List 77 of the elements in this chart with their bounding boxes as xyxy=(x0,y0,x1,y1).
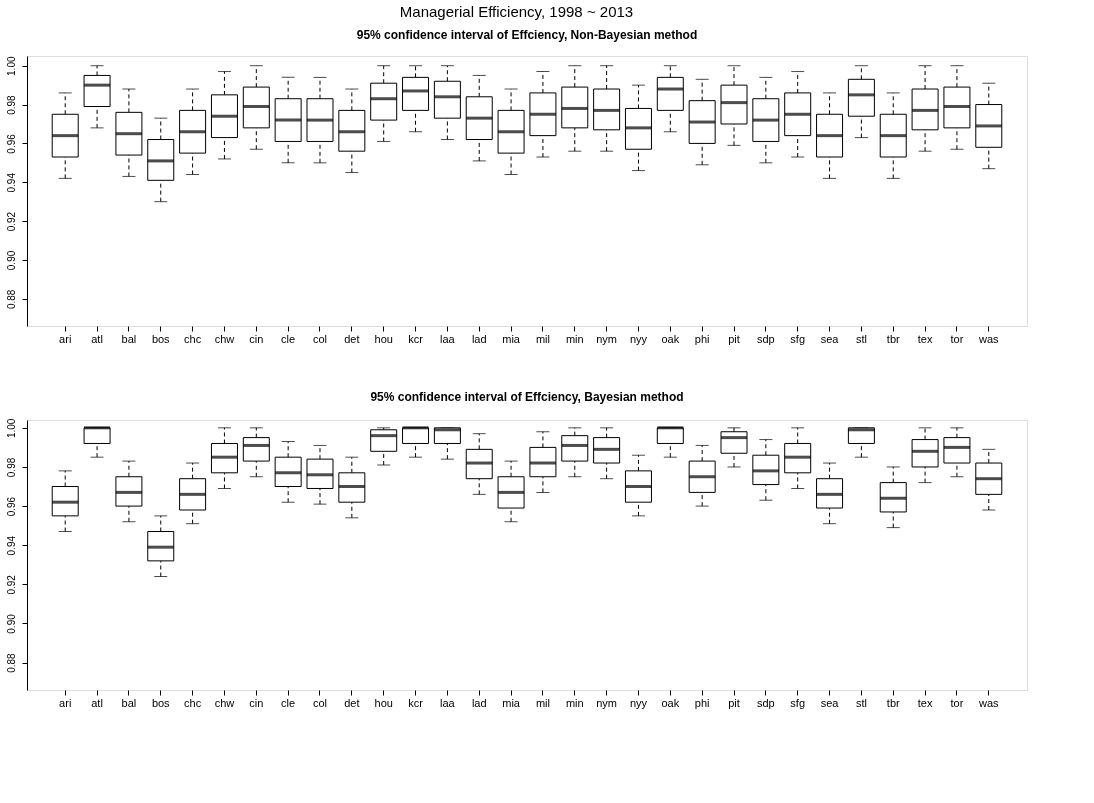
x-tick-label: laa xyxy=(440,696,456,709)
x-tick-label: cin xyxy=(249,696,264,709)
y-tick-label: 1.00 xyxy=(5,56,17,76)
x-tick-label: kcr xyxy=(408,696,424,709)
x-tick-label: ari xyxy=(59,332,72,345)
y-tick-label: 0.94 xyxy=(5,172,17,193)
x-tick-label: hou xyxy=(374,332,393,345)
x-tick-label: mia xyxy=(502,696,521,709)
y-tick-label: 0.94 xyxy=(5,535,17,556)
x-tick-label: atl xyxy=(91,332,103,345)
x-tick-label: lad xyxy=(471,332,487,345)
x-tick-label: sfg xyxy=(790,332,806,345)
x-tick-label: sfg xyxy=(790,696,806,709)
x-tick-label: pit xyxy=(728,696,740,709)
x-tick-label: bos xyxy=(151,332,171,345)
x-tick-label: phi xyxy=(694,696,710,709)
x-tick-label: chc xyxy=(184,696,202,709)
x-tick-label: tex xyxy=(917,696,933,709)
x-tick-label: laa xyxy=(440,332,456,345)
x-tick-label: phi xyxy=(694,332,710,345)
x-tick-label: bal xyxy=(121,332,137,345)
x-tick-label: bal xyxy=(121,696,137,709)
y-tick-label: 1.00 xyxy=(5,418,17,439)
x-tick-label: tbr xyxy=(886,332,900,345)
x-tick-label: chw xyxy=(214,332,235,345)
x-tick-label: min xyxy=(565,332,584,345)
y-tick-label: 0.92 xyxy=(5,211,17,232)
x-tick-label: tbr xyxy=(886,696,900,709)
x-tick-label: nym xyxy=(596,696,618,709)
x-tick-label: chw xyxy=(214,696,235,709)
x-tick-label: mil xyxy=(535,332,550,345)
chart-title: Managerial Efficiency, 1998 ~ 2013 xyxy=(399,3,634,21)
x-tick-label: det xyxy=(344,332,360,345)
x-tick-label: bos xyxy=(151,696,171,709)
x-tick-label: nym xyxy=(596,332,618,345)
x-tick-label: mil xyxy=(535,696,550,709)
x-tick-label: tex xyxy=(917,332,933,345)
x-tick-label: cin xyxy=(249,332,264,345)
x-tick-label: pit xyxy=(728,332,740,345)
x-tick-label: det xyxy=(344,696,360,709)
x-tick-label: tor xyxy=(950,696,964,709)
x-tick-label: nyy xyxy=(629,332,648,345)
y-tick-label: 0.92 xyxy=(5,574,17,595)
x-tick-label: col xyxy=(312,332,328,345)
x-tick-label: col xyxy=(312,696,328,709)
chart-title: 95% confidence interval of Effciency, Bayesian method xyxy=(370,390,684,405)
x-tick-label: sea xyxy=(820,332,840,345)
y-tick-label: 0.88 xyxy=(5,289,17,310)
x-tick-label: was xyxy=(978,696,1000,709)
x-tick-label: kcr xyxy=(408,332,424,345)
x-tick-label: ari xyxy=(59,696,72,709)
x-tick-label: cle xyxy=(281,696,296,709)
x-tick-label: sea xyxy=(820,696,840,709)
x-tick-label: nyy xyxy=(629,696,648,709)
x-tick-label: sdp xyxy=(756,332,775,345)
chart-subtitle: 95% confidence interval of Effciency, Non-Bayesian method xyxy=(356,27,698,42)
x-tick-label: hou xyxy=(374,696,393,709)
y-tick-label: 0.90 xyxy=(5,613,17,634)
x-tick-label: oak xyxy=(661,696,680,709)
x-tick-label: stl xyxy=(855,332,867,345)
x-tick-label: cle xyxy=(281,332,296,345)
x-tick-label: mia xyxy=(502,332,521,345)
y-tick-label: 0.90 xyxy=(5,250,17,271)
x-tick-label: sdp xyxy=(756,696,775,709)
y-tick-label: 0.98 xyxy=(5,457,17,478)
x-tick-label: was xyxy=(978,332,1000,345)
x-tick-label: oak xyxy=(661,332,680,345)
y-tick-label: 0.98 xyxy=(5,94,17,115)
x-tick-label: min xyxy=(565,696,584,709)
y-tick-label: 0.96 xyxy=(5,133,17,154)
x-tick-label: chc xyxy=(184,332,202,345)
x-tick-label: atl xyxy=(91,696,103,709)
y-tick-label: 0.96 xyxy=(5,496,17,517)
x-tick-label: lad xyxy=(471,696,487,709)
x-tick-label: stl xyxy=(855,696,867,709)
x-tick-label: tor xyxy=(950,332,964,345)
y-tick-label: 0.88 xyxy=(5,652,17,673)
